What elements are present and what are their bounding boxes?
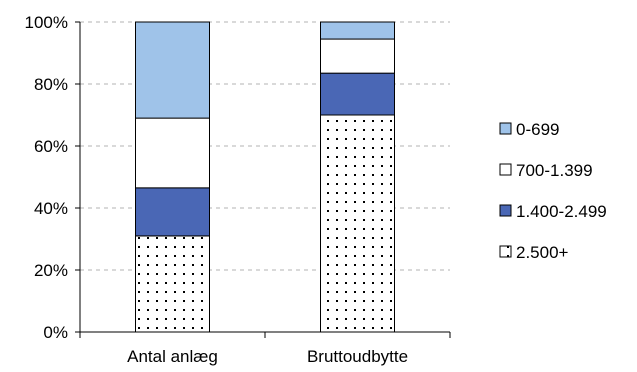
legend: 0-699 700-1.399 1.400-2.499 2.500+ — [499, 120, 607, 262]
y-tick-label: 60% — [34, 137, 68, 156]
bar-segment — [135, 21, 210, 119]
legend-swatch — [499, 163, 512, 176]
bar-segment — [135, 117, 210, 189]
legend-label: 0-699 — [516, 120, 559, 139]
bar-segment — [320, 38, 395, 74]
y-tick-label: 80% — [34, 75, 68, 94]
y-tick-label: 100% — [25, 13, 68, 32]
bar-segment — [135, 187, 210, 237]
gridlines — [80, 21, 450, 271]
legend-swatch — [499, 245, 512, 258]
axis-labels: 0% 20% 40% 60% 80% 100% Antal anlæg Bruttoudbyt… — [25, 13, 409, 366]
bar-segment — [320, 114, 395, 333]
bar-segment — [320, 21, 395, 40]
bar-segment — [320, 72, 395, 116]
legend-swatch — [499, 204, 512, 217]
y-tick-label: 40% — [34, 199, 68, 218]
y-tick-label: 0% — [43, 323, 68, 342]
legend-label: 700-1.399 — [516, 161, 593, 180]
legend-label: 2.500+ — [516, 243, 569, 262]
bars — [135, 21, 395, 333]
x-tick-label: Bruttoudbytte — [307, 347, 408, 366]
y-tick-label: 20% — [34, 261, 68, 280]
legend-swatch — [499, 122, 512, 135]
legend-label: 1.400-2.499 — [516, 202, 607, 221]
bar-segment — [135, 235, 210, 333]
x-tick-label: Antal anlæg — [127, 347, 218, 366]
